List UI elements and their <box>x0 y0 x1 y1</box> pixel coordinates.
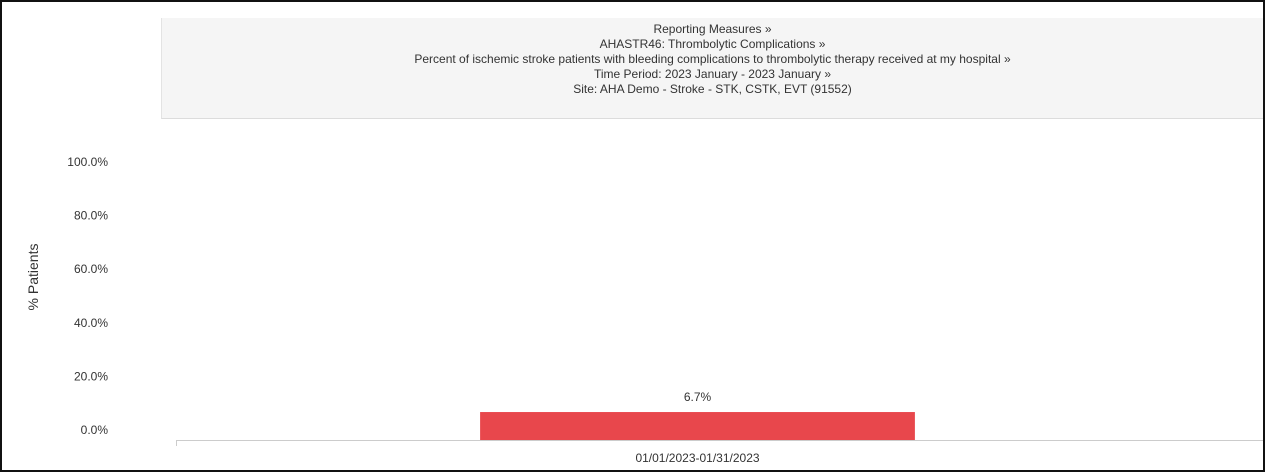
x-axis-ticks: 01/01/2023-01/31/2023 <box>635 451 759 465</box>
bars: 6.7% <box>480 390 915 440</box>
breadcrumb-reporting-measures[interactable]: Reporting Measures » <box>653 22 772 36</box>
breadcrumb-measure-description[interactable]: Percent of ischemic stroke patients with… <box>414 52 1011 66</box>
y-tick-label: 80.0% <box>74 209 108 223</box>
chart-header: Reporting Measures » AHASTR46: Thromboly… <box>161 18 1263 119</box>
bar-value-label: 6.7% <box>684 390 712 404</box>
y-axis-title: % Patients <box>25 244 41 311</box>
breadcrumb-time-period[interactable]: Time Period: 2023 January - 2023 January… <box>593 67 832 81</box>
y-axis-ticks: 0.0% 20.0% 40.0% 60.0% 80.0% 100.0% <box>67 155 108 437</box>
breadcrumb: Reporting Measures » AHASTR46: Thromboly… <box>162 22 1263 97</box>
y-tick-label: 40.0% <box>74 316 108 330</box>
y-tick-label: 0.0% <box>81 423 109 437</box>
breadcrumb-site: Site: AHA Demo - Stroke - STK, CSTK, EVT… <box>573 82 852 96</box>
bar[interactable] <box>480 412 915 440</box>
y-tick-label: 60.0% <box>74 262 108 276</box>
y-tick-label: 20.0% <box>74 369 108 383</box>
y-tick-label: 100.0% <box>67 155 108 169</box>
x-tick-label: 01/01/2023-01/31/2023 <box>635 451 759 465</box>
breadcrumb-measure[interactable]: AHASTR46: Thrombolytic Complications » <box>599 37 826 51</box>
